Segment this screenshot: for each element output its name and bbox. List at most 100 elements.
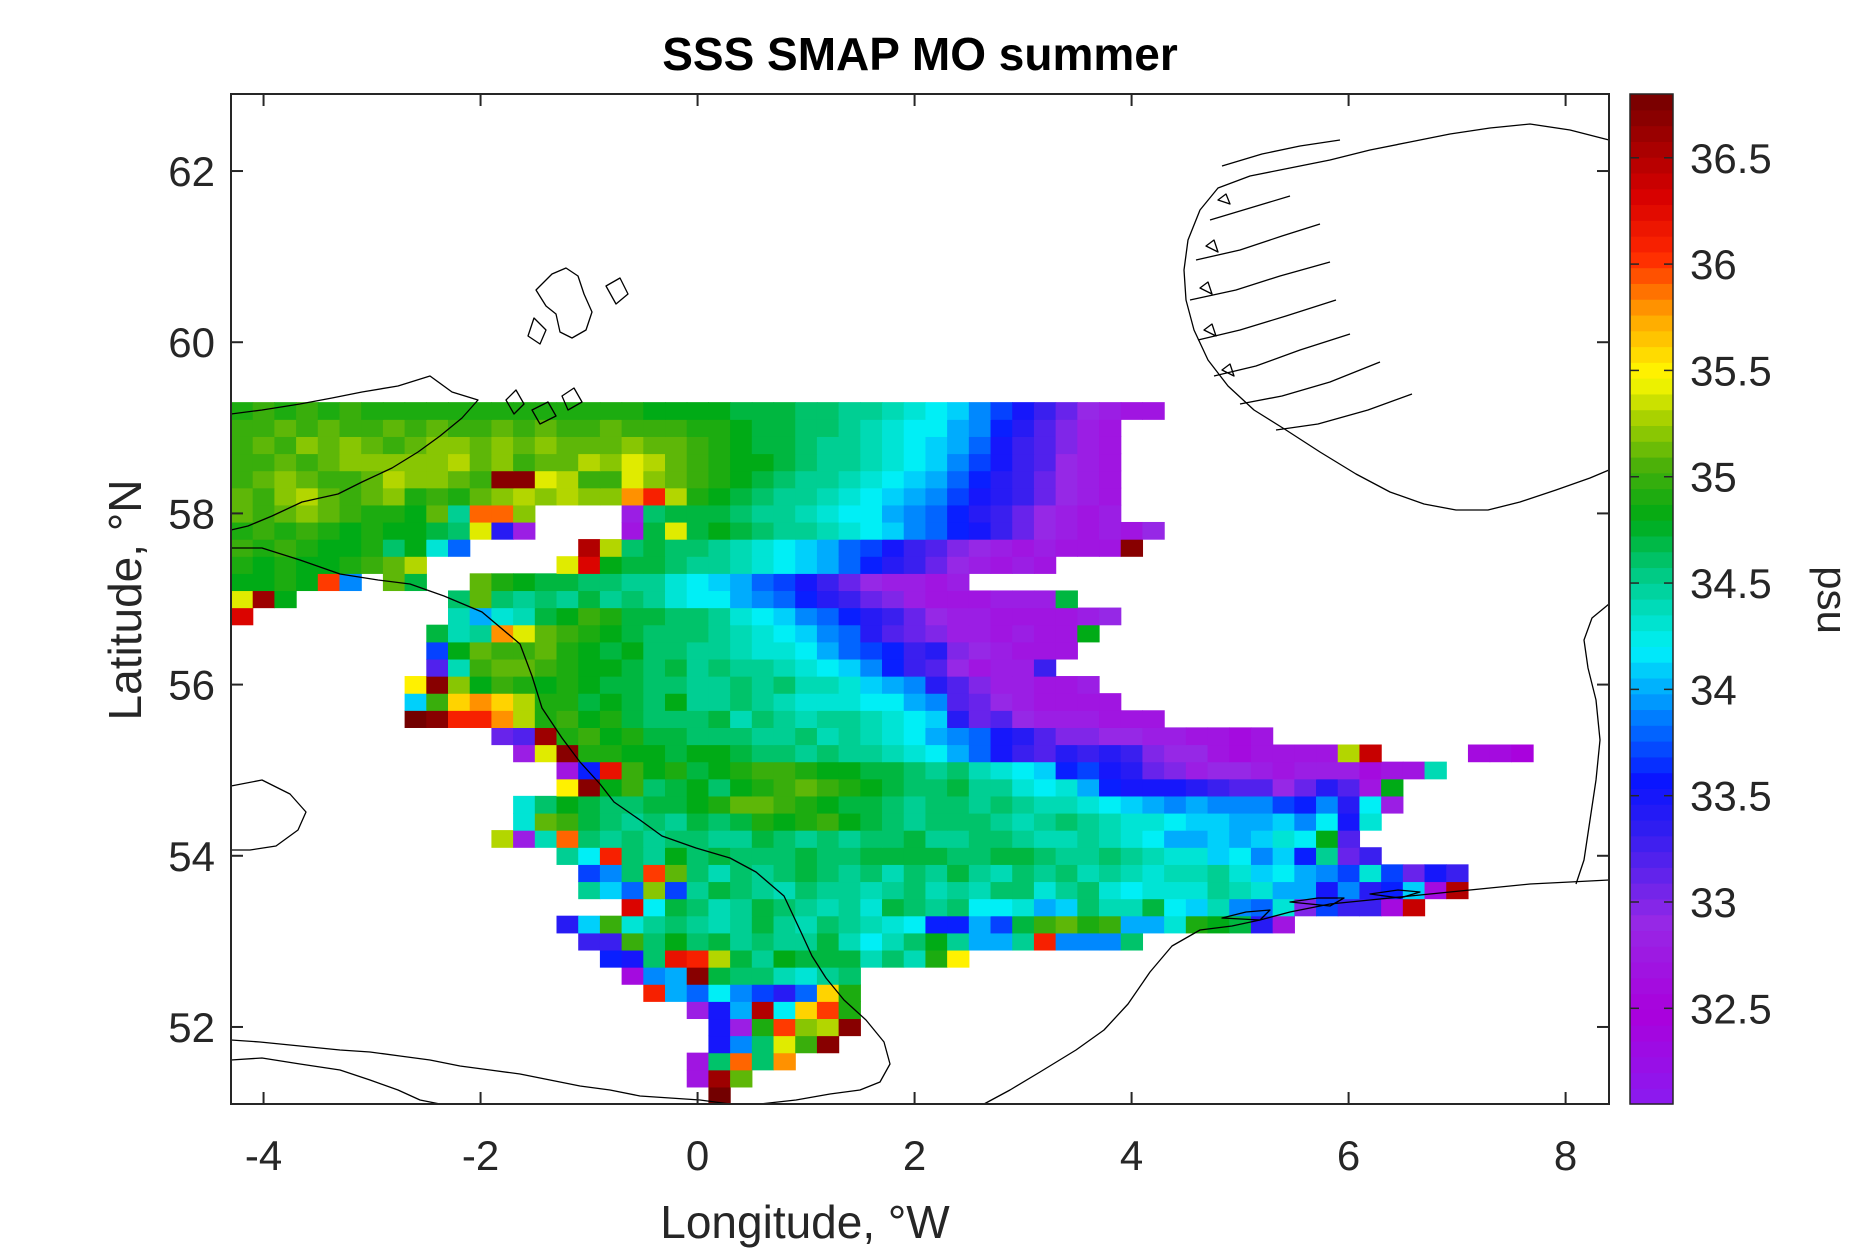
sss-cell bbox=[1055, 932, 1078, 951]
sss-cell bbox=[426, 419, 449, 437]
sss-cell bbox=[816, 744, 840, 763]
sss-cell bbox=[556, 487, 579, 506]
coastline-ireland-north bbox=[230, 779, 307, 851]
sss-cell bbox=[621, 795, 644, 814]
sss-cell bbox=[491, 453, 514, 472]
sss-cell bbox=[1012, 881, 1035, 900]
sss-cell bbox=[795, 898, 818, 917]
sss-cell bbox=[1055, 744, 1078, 763]
sss-cell bbox=[643, 795, 666, 814]
sss-cell bbox=[838, 470, 861, 489]
sss-cell bbox=[730, 641, 753, 660]
sss-cell bbox=[1055, 607, 1078, 626]
sss-cell bbox=[665, 898, 688, 917]
sss-cell bbox=[1142, 761, 1165, 780]
sss-cell bbox=[990, 830, 1013, 848]
sss-cell bbox=[773, 419, 796, 437]
sss-cell bbox=[578, 590, 601, 609]
sss-cell bbox=[730, 1052, 753, 1071]
sss-cell bbox=[882, 658, 905, 677]
sss-cell bbox=[686, 556, 710, 574]
sss-cell bbox=[534, 453, 558, 472]
sss-cell bbox=[1012, 830, 1035, 848]
sss-cell bbox=[621, 624, 644, 643]
colorbar-segment bbox=[1630, 977, 1673, 995]
sss-cell bbox=[1099, 453, 1122, 472]
sss-cell bbox=[534, 744, 558, 763]
sss-cell bbox=[1446, 881, 1469, 900]
sss-cell bbox=[1055, 727, 1078, 746]
sss-cell bbox=[599, 676, 623, 694]
sss-cell bbox=[643, 898, 666, 917]
sss-cell bbox=[708, 453, 731, 472]
sss-cell bbox=[252, 590, 275, 609]
sss-cell bbox=[556, 676, 579, 694]
sss-cell bbox=[708, 761, 731, 780]
sss-cell bbox=[643, 676, 666, 694]
sss-cell bbox=[686, 658, 710, 677]
sss-cell bbox=[882, 573, 905, 592]
sss-cell bbox=[643, 487, 666, 506]
y-tick-label: 56 bbox=[168, 662, 215, 709]
sss-cell bbox=[773, 607, 796, 626]
sss-cell bbox=[643, 812, 666, 831]
sss-cell bbox=[274, 539, 297, 557]
sss-cell bbox=[925, 744, 948, 763]
sss-cell bbox=[491, 727, 514, 746]
sss-cell bbox=[816, 881, 840, 900]
sss-cell bbox=[751, 881, 775, 900]
sss-cell bbox=[317, 470, 341, 489]
sss-cell bbox=[860, 402, 883, 420]
sss-cell bbox=[990, 710, 1013, 728]
sss-cell bbox=[773, 693, 796, 711]
sss-cell bbox=[1164, 761, 1187, 780]
sss-cell bbox=[1055, 676, 1078, 694]
sss-cell bbox=[665, 453, 688, 472]
sss-cell bbox=[556, 607, 579, 626]
sss-cell bbox=[773, 487, 796, 506]
sss-cell bbox=[925, 607, 948, 626]
sss-cell bbox=[816, 898, 840, 917]
sss-cell bbox=[1033, 624, 1057, 643]
sss-cell bbox=[816, 607, 840, 626]
sss-cell bbox=[621, 710, 644, 728]
sss-cell bbox=[968, 624, 992, 643]
sss-cell bbox=[317, 402, 341, 420]
colorbar-segment bbox=[1630, 788, 1673, 805]
sss-cell bbox=[708, 556, 731, 574]
sss-cell bbox=[1033, 727, 1057, 746]
sss-cell bbox=[838, 727, 861, 746]
sss-cell bbox=[404, 436, 427, 455]
sss-cell bbox=[599, 539, 623, 557]
sss-cell bbox=[708, 864, 731, 883]
sss-cell bbox=[751, 470, 775, 489]
sss-cell bbox=[838, 419, 861, 437]
sss-cell bbox=[773, 881, 796, 900]
sss-cell bbox=[860, 521, 883, 540]
sss-cell bbox=[643, 539, 666, 557]
sss-cell bbox=[860, 761, 883, 780]
sss-cell bbox=[882, 864, 905, 883]
sss-cell bbox=[860, 864, 883, 883]
sss-cell bbox=[361, 487, 384, 506]
sss-cell bbox=[1099, 607, 1122, 626]
sss-cell bbox=[730, 710, 753, 728]
sss-cell bbox=[665, 607, 688, 626]
sss-cell bbox=[317, 539, 341, 557]
sss-cell bbox=[903, 812, 927, 831]
sss-cell bbox=[1055, 539, 1078, 557]
sss-cell bbox=[882, 607, 905, 626]
sss-cell bbox=[556, 727, 579, 746]
sss-cell bbox=[1055, 504, 1078, 523]
sss-cell bbox=[773, 898, 796, 917]
sss-cell bbox=[448, 487, 471, 506]
sss-cell bbox=[686, 453, 710, 472]
sss-cell bbox=[621, 419, 644, 437]
sss-cell bbox=[382, 402, 406, 420]
sss-cell bbox=[556, 556, 579, 574]
sss-cell bbox=[513, 607, 536, 626]
sss-cell bbox=[882, 624, 905, 643]
sss-cell bbox=[751, 778, 775, 797]
sss-cell bbox=[816, 504, 840, 523]
sss-cell bbox=[686, 984, 710, 1002]
